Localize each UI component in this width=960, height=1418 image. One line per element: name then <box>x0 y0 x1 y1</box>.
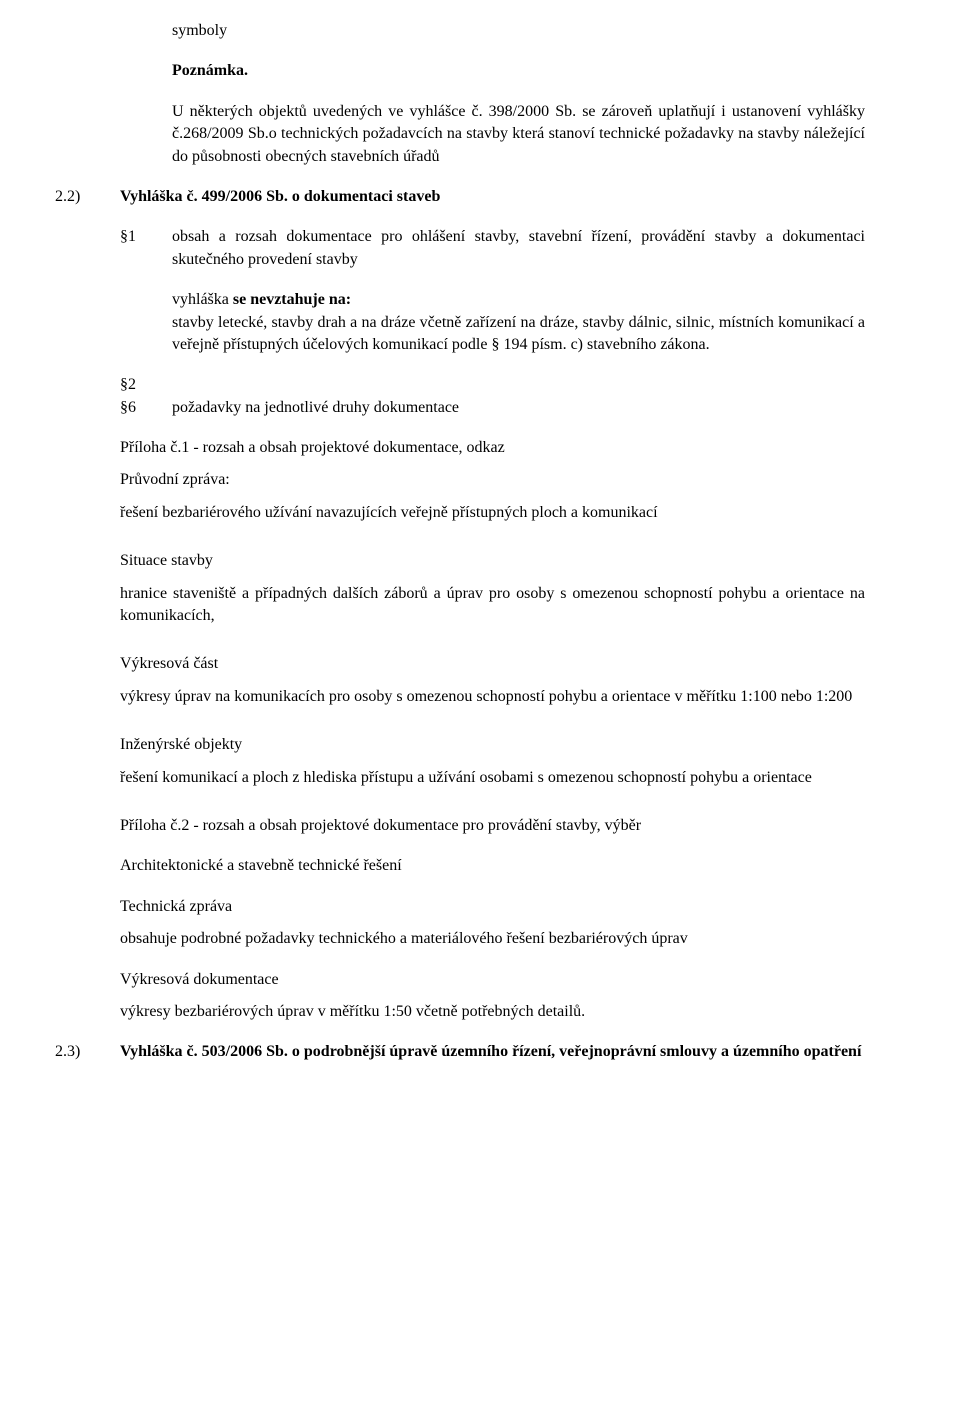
spacer <box>55 374 120 419</box>
section-number: 2.3) <box>55 1041 120 1063</box>
subsection-text: obsah a rozsah dokumentace pro ohlášení … <box>172 226 865 271</box>
priloha2: Příloha č.2 - rozsah a obsah projektové … <box>120 815 865 837</box>
sub6-num: §6 <box>120 399 136 416</box>
section-number: 2.2) <box>55 186 120 208</box>
heading-symboly: symboly <box>172 20 865 42</box>
nevztahuje-block: vyhláška se nevztahuje na: stavby leteck… <box>55 289 865 356</box>
architektonicke: Architektonické a stavebně technické řeš… <box>120 855 865 877</box>
vykresova-cast: Výkresová část <box>120 653 865 675</box>
nevztahuje-lead: vyhláška <box>172 291 233 308</box>
sub6-text: požadavky na jednotlivé druhy dokumentac… <box>172 374 865 419</box>
vykresova-dokumentace: Výkresová dokumentace <box>120 969 865 991</box>
priloha1: Příloha č.1 - rozsah a obsah projektové … <box>120 437 865 459</box>
section-2-2: 2.2) Vyhláška č. 499/2006 Sb. o dokument… <box>55 186 865 208</box>
vykresy-bezbarierovych: výkresy bezbariérových úprav v měřítku 1… <box>120 1001 865 1023</box>
nevztahuje-bold: se nevztahuje na: <box>233 291 351 308</box>
hranice-staveniste: hranice staveniště a případných dalších … <box>120 583 865 628</box>
subsection-number: §1 <box>120 226 172 271</box>
section-2-3: 2.3) Vyhláška č. 503/2006 Sb. o podrobně… <box>55 1041 865 1063</box>
spacer <box>55 226 120 271</box>
technicka-zprava: Technická zpráva <box>120 896 865 918</box>
vykresy-uprav: výkresy úprav na komunikacích pro osoby … <box>120 686 865 708</box>
section-title: Vyhláška č. 499/2006 Sb. o dokumentaci s… <box>120 186 865 208</box>
subsection-numbers: §2 §6 <box>120 374 172 419</box>
pruvodni-zprava: Průvodní zpráva: <box>120 469 865 491</box>
subsection-2-6: §2 §6 požadavky na jednotlivé druhy doku… <box>55 374 865 419</box>
paragraph-s1: §1 obsah a rozsah dokumentace pro ohláše… <box>55 226 865 271</box>
inzenyrske-objekty: Inženýrské objekty <box>120 734 865 756</box>
paragraph-intro: U některých objektů uvedených ve vyhlášc… <box>172 101 865 168</box>
sub2-num: §2 <box>120 376 136 393</box>
reseni-bezbarieroveho: řešení bezbariérového užívání navazující… <box>120 502 865 524</box>
section-title: Vyhláška č. 503/2006 Sb. o podrobnější ú… <box>120 1041 865 1063</box>
obsahuje-podrobne: obsahuje podrobné požadavky technického … <box>120 928 865 950</box>
heading-poznamka: Poznámka. <box>172 60 865 82</box>
sub6-text-span: požadavky na jednotlivé druhy dokumentac… <box>172 397 865 419</box>
reseni-komunikaci: řešení komunikací a ploch z hlediska pří… <box>120 767 865 789</box>
nevztahuje-body: stavby letecké, stavby drah a na dráze v… <box>172 314 865 353</box>
situace-stavby: Situace stavby <box>120 550 865 572</box>
